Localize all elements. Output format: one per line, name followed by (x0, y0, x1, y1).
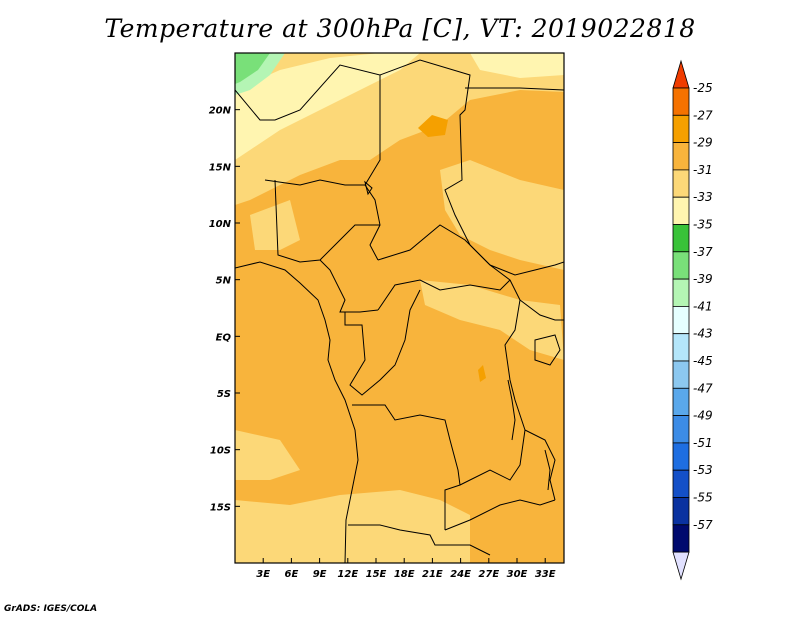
colorbar-label: -45 (693, 354, 713, 368)
x-tick-label: 21E (422, 569, 443, 580)
field-warm-spot (418, 115, 448, 137)
x-tick-label: 12E (337, 569, 358, 580)
colorbar-label: -35 (693, 218, 713, 232)
colorbar-box (672, 142, 690, 171)
border-east-3 (524, 429, 556, 501)
colorbar-label: -39 (693, 272, 713, 286)
border-car (377, 224, 511, 311)
border-drc-east (459, 279, 526, 486)
y-tick-label: 10N (209, 219, 232, 230)
grads-credit: GrADS: IGES/COLA (4, 604, 98, 614)
lake-chad (364, 180, 373, 196)
border-sahel (264, 179, 381, 261)
lake-malawi (544, 449, 551, 491)
colorbar-label: -53 (693, 463, 713, 477)
colorbar-box (672, 360, 690, 389)
colorbar-box (672, 251, 690, 280)
colorbar-label: -41 (693, 299, 713, 313)
y-tick-label: 20N (209, 106, 232, 117)
colorbar-box (672, 415, 690, 444)
y-tick-label: 15S (210, 502, 231, 513)
colorbar-label: -33 (693, 190, 713, 204)
border-east-1 (489, 261, 564, 276)
coastline-west (235, 261, 359, 563)
y-tick-label: 15N (209, 162, 232, 173)
colorbar-bottom-triangle (672, 551, 690, 581)
lake-victoria (534, 334, 561, 366)
map-frame (234, 52, 565, 564)
y-tick-label: 5S (217, 389, 231, 400)
colorbar-box (672, 387, 690, 416)
colorbar: -25 -27 -29 -31 -33 -35 -37 -39 -41 -43 -45 -47 -49 -… (672, 59, 713, 581)
field-band-west (250, 200, 300, 250)
border-angola (348, 524, 491, 556)
x-tick-label: 6E (285, 569, 299, 580)
x-tick-label: 15E (366, 569, 387, 580)
colorbar-box (672, 524, 690, 553)
y-axis-ticks: 20N 15N 10N 5N EQ 5S 10S 15S (209, 106, 240, 513)
colorbar-label: -49 (693, 409, 713, 423)
x-axis-ticks: 3E 6E 9E 12E 15E 18E 21E 24E 27E 30E 33E (256, 558, 556, 580)
colorbar-box (672, 305, 690, 335)
colorbar-box (672, 333, 690, 362)
x-tick-label: 18E (394, 569, 415, 580)
border-drc-south (352, 404, 461, 530)
colorbar-label: -43 (693, 327, 713, 341)
border-cameroon (319, 259, 379, 313)
colorbar-label: -51 (693, 436, 713, 450)
colorbar-label: -37 (693, 245, 713, 259)
x-tick-label: 30E (507, 569, 528, 580)
border-north-2 (379, 59, 491, 266)
colorbar-box (672, 114, 690, 144)
x-tick-label: 3E (256, 569, 270, 580)
x-tick-label: 27E (478, 569, 499, 580)
chart-title: Temperature at 300hPa [C], VT: 201902281… (104, 14, 696, 43)
temperature-field (235, 53, 564, 563)
field-band-south (235, 490, 470, 563)
colorbar-top-triangle (672, 59, 690, 89)
colorbar-box (672, 469, 690, 498)
border-congo (344, 289, 421, 396)
colorbar-box (672, 224, 690, 253)
field-band-southwest (235, 430, 300, 480)
colorbar-label: -47 (693, 381, 713, 395)
field-band-central (420, 280, 564, 360)
y-tick-label: 5N (216, 276, 232, 287)
colorbar-label: -55 (693, 491, 713, 505)
field-green-patch-2 (235, 53, 270, 84)
border-zambia (444, 499, 556, 531)
colorbar-box (672, 278, 690, 307)
colorbar-label: -25 (693, 81, 713, 95)
border-north-1 (235, 64, 381, 186)
x-tick-label: 9E (313, 569, 327, 580)
colorbar-box (672, 87, 690, 116)
colorbar-box (672, 169, 690, 198)
colorbar-label: -57 (693, 518, 713, 532)
field-band-northeast (440, 160, 564, 270)
border-ne (465, 87, 564, 91)
colorbar-box (672, 442, 690, 471)
field-band-pale (235, 53, 420, 160)
border-east-2 (519, 299, 564, 321)
x-tick-label: 24E (450, 569, 471, 580)
colorbar-label: -29 (693, 136, 713, 150)
y-tick-label: 10S (210, 446, 231, 457)
field-warm-spot-2 (478, 365, 486, 382)
field-band-pale-2 (470, 53, 564, 78)
colorbar-label: -27 (693, 108, 713, 122)
lake-tanganyika (507, 379, 516, 441)
colorbar-box (672, 497, 690, 526)
colorbar-label: -31 (693, 163, 713, 177)
country-borders (235, 59, 564, 563)
x-tick-label: 33E (535, 569, 556, 580)
colorbar-box (672, 196, 690, 225)
y-tick-label: EQ (216, 332, 232, 343)
